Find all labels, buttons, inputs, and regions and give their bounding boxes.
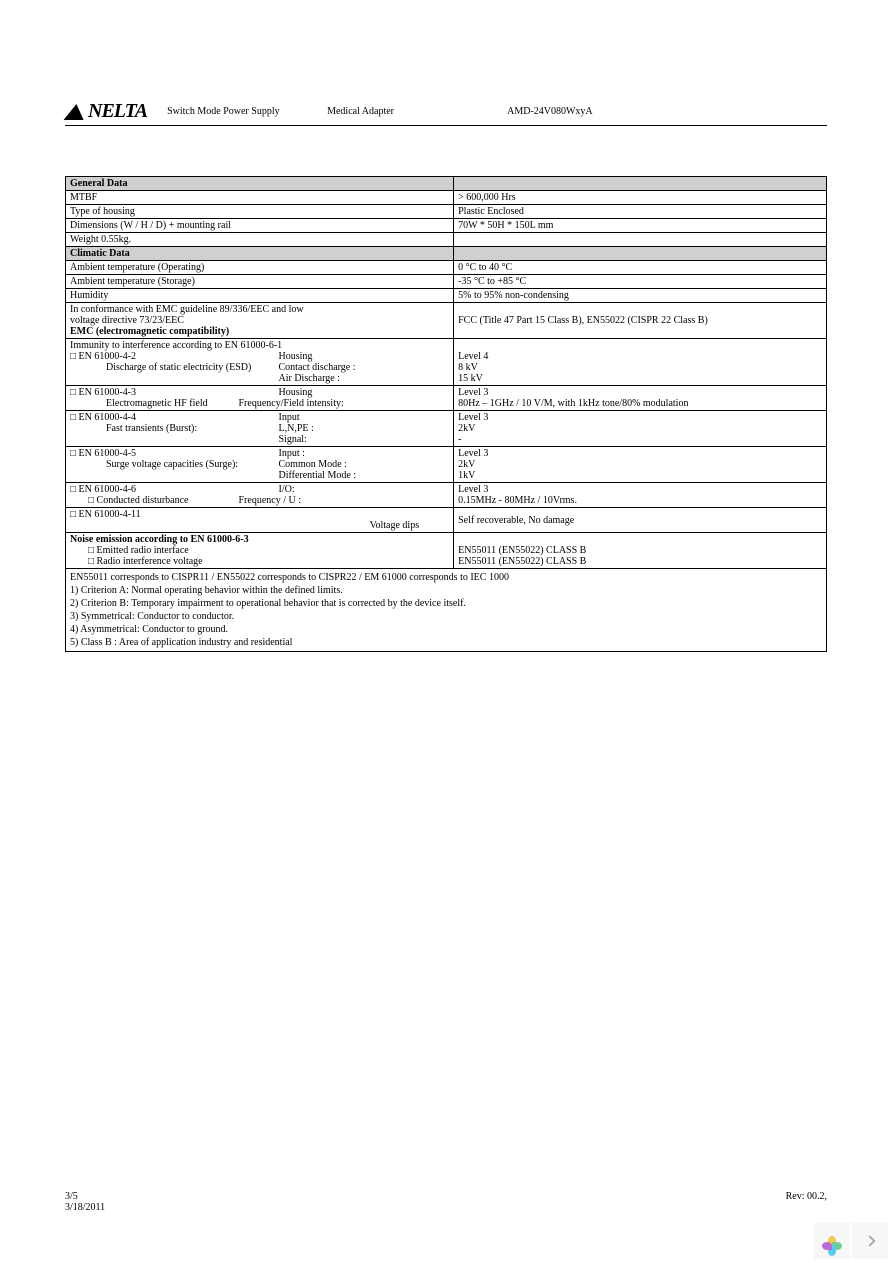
emc-right: FCC (Title 47 Part 15 Class B), EN55022 … [454, 303, 827, 339]
viewer-toolbar [814, 1223, 888, 1259]
document-header: NELTA Switch Mode Power Supply Medical A… [65, 100, 827, 126]
delta-logo: NELTA [65, 100, 147, 123]
logo-text: NELTA [88, 100, 147, 123]
table-row: MTBF> 600,000 Hrs [66, 191, 827, 205]
table-row: Humidity5% to 95% non-condensing [66, 289, 827, 303]
chevron-right-icon [864, 1235, 875, 1246]
immunity-header: Immunity to interference according to EN… [70, 340, 449, 351]
header-left: Switch Mode Power Supply [167, 106, 327, 117]
spec-table: General Data MTBF> 600,000 Hrs Type of h… [65, 176, 827, 652]
table-row: Ambient temperature (Operating)0 °C to 4… [66, 261, 827, 275]
emc-row: In conformance with EMC guideline 89/336… [66, 303, 827, 339]
emc-line2: voltage directive 73/23/EEC [70, 315, 449, 326]
immunity-61000-4-11: □ EN 61000-4-11 Voltage dips Self recove… [66, 508, 827, 533]
note-line: 5) Class B : Area of application industr… [70, 637, 822, 648]
section-header-climatic: Climatic Data [66, 247, 827, 261]
flower-icon[interactable] [814, 1223, 850, 1259]
immunity-61000-4-3: □ EN 61000-4-3Housing Electromagnetic HF… [66, 386, 827, 411]
note-line: 3) Symmetrical: Conductor to conductor. [70, 611, 822, 622]
note-line: 1) Criterion A: Normal operating behavio… [70, 585, 822, 596]
logo-triangle-icon [64, 104, 87, 120]
noise-header: Noise emission according to EN 61000-6-3 [70, 534, 449, 545]
section-header-general: General Data [66, 177, 827, 191]
immunity-61000-4-6: □ EN 61000-4-6I/O: □ Conducted disturban… [66, 483, 827, 508]
general-data-header: General Data [66, 177, 454, 191]
noise-emission-row: Noise emission according to EN 61000-6-3… [66, 533, 827, 569]
table-row: Type of housingPlastic Enclosed [66, 205, 827, 219]
table-row: Ambient temperature (Storage)-35 °C to +… [66, 275, 827, 289]
immunity-61000-4-5: □ EN 61000-4-5Input : Surge voltage capa… [66, 447, 827, 483]
emc-line3: EMC (electromagnetic compatibility) [70, 326, 449, 337]
revision: Rev: 00.2, [786, 1191, 827, 1213]
note-line: 2) Criterion B: Temporary impairment to … [70, 598, 822, 609]
note-line: EN55011 corresponds to CISPR11 / EN55022… [70, 572, 822, 583]
header-mid: Medical Adapter [327, 106, 507, 117]
table-row: Dimensions (W / H / D) + mounting rail70… [66, 219, 827, 233]
emc-line1: In conformance with EMC guideline 89/336… [70, 304, 449, 315]
immunity-61000-4-2: Immunity to interference according to EN… [66, 339, 827, 386]
next-page-button[interactable] [852, 1223, 888, 1259]
notes-row: EN55011 corresponds to CISPR11 / EN55022… [66, 569, 827, 652]
page-footer: 3/5 3/18/2011 Rev: 00.2, [65, 1191, 827, 1213]
footer-date: 3/18/2011 [65, 1202, 105, 1213]
page-number: 3/5 [65, 1191, 105, 1202]
header-right: AMD-24V080WxyA [507, 106, 593, 117]
table-row: Weight 0.55kg. [66, 233, 827, 247]
note-line: 4) Asymmetrical: Conductor to ground. [70, 624, 822, 635]
climatic-header: Climatic Data [66, 247, 454, 261]
immunity-61000-4-4: □ EN 61000-4-4Input Fast transients (Bur… [66, 411, 827, 447]
